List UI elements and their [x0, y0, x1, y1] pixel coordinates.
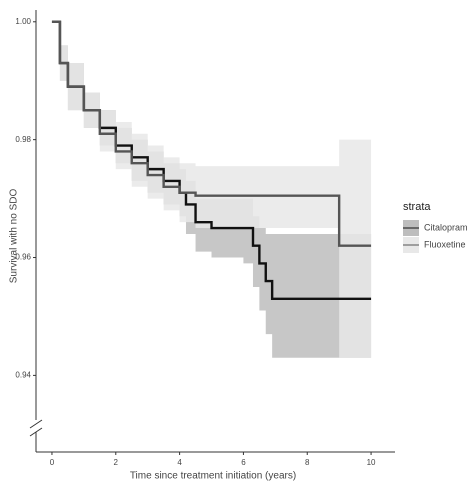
- x-tick-label: 0: [50, 458, 55, 467]
- legend-title: strata: [403, 201, 431, 213]
- x-tick-label: 10: [367, 458, 376, 467]
- x-axis-label: Time since treatment initiation (years): [130, 471, 296, 482]
- legend-label: Citalopram: [424, 222, 468, 232]
- y-axis-label: Survival with no SDO: [9, 189, 20, 284]
- confidence-band: [51, 21, 372, 358]
- axis-break: [29, 419, 43, 437]
- x-tick-label: 2: [114, 458, 119, 467]
- y-tick-label: 0.94: [15, 370, 31, 379]
- survival-line: [51, 20, 372, 247]
- y-tick-label: 0.98: [15, 135, 31, 144]
- confidence-band: [51, 21, 372, 358]
- x-tick-label: 4: [177, 458, 182, 467]
- x-tick-label: 6: [241, 458, 246, 467]
- y-tick-label: 0.96: [15, 253, 31, 262]
- legend-label: Fluoxetine: [424, 239, 466, 249]
- x-tick-label: 8: [305, 458, 310, 467]
- y-tick-label: 1.00: [15, 17, 31, 26]
